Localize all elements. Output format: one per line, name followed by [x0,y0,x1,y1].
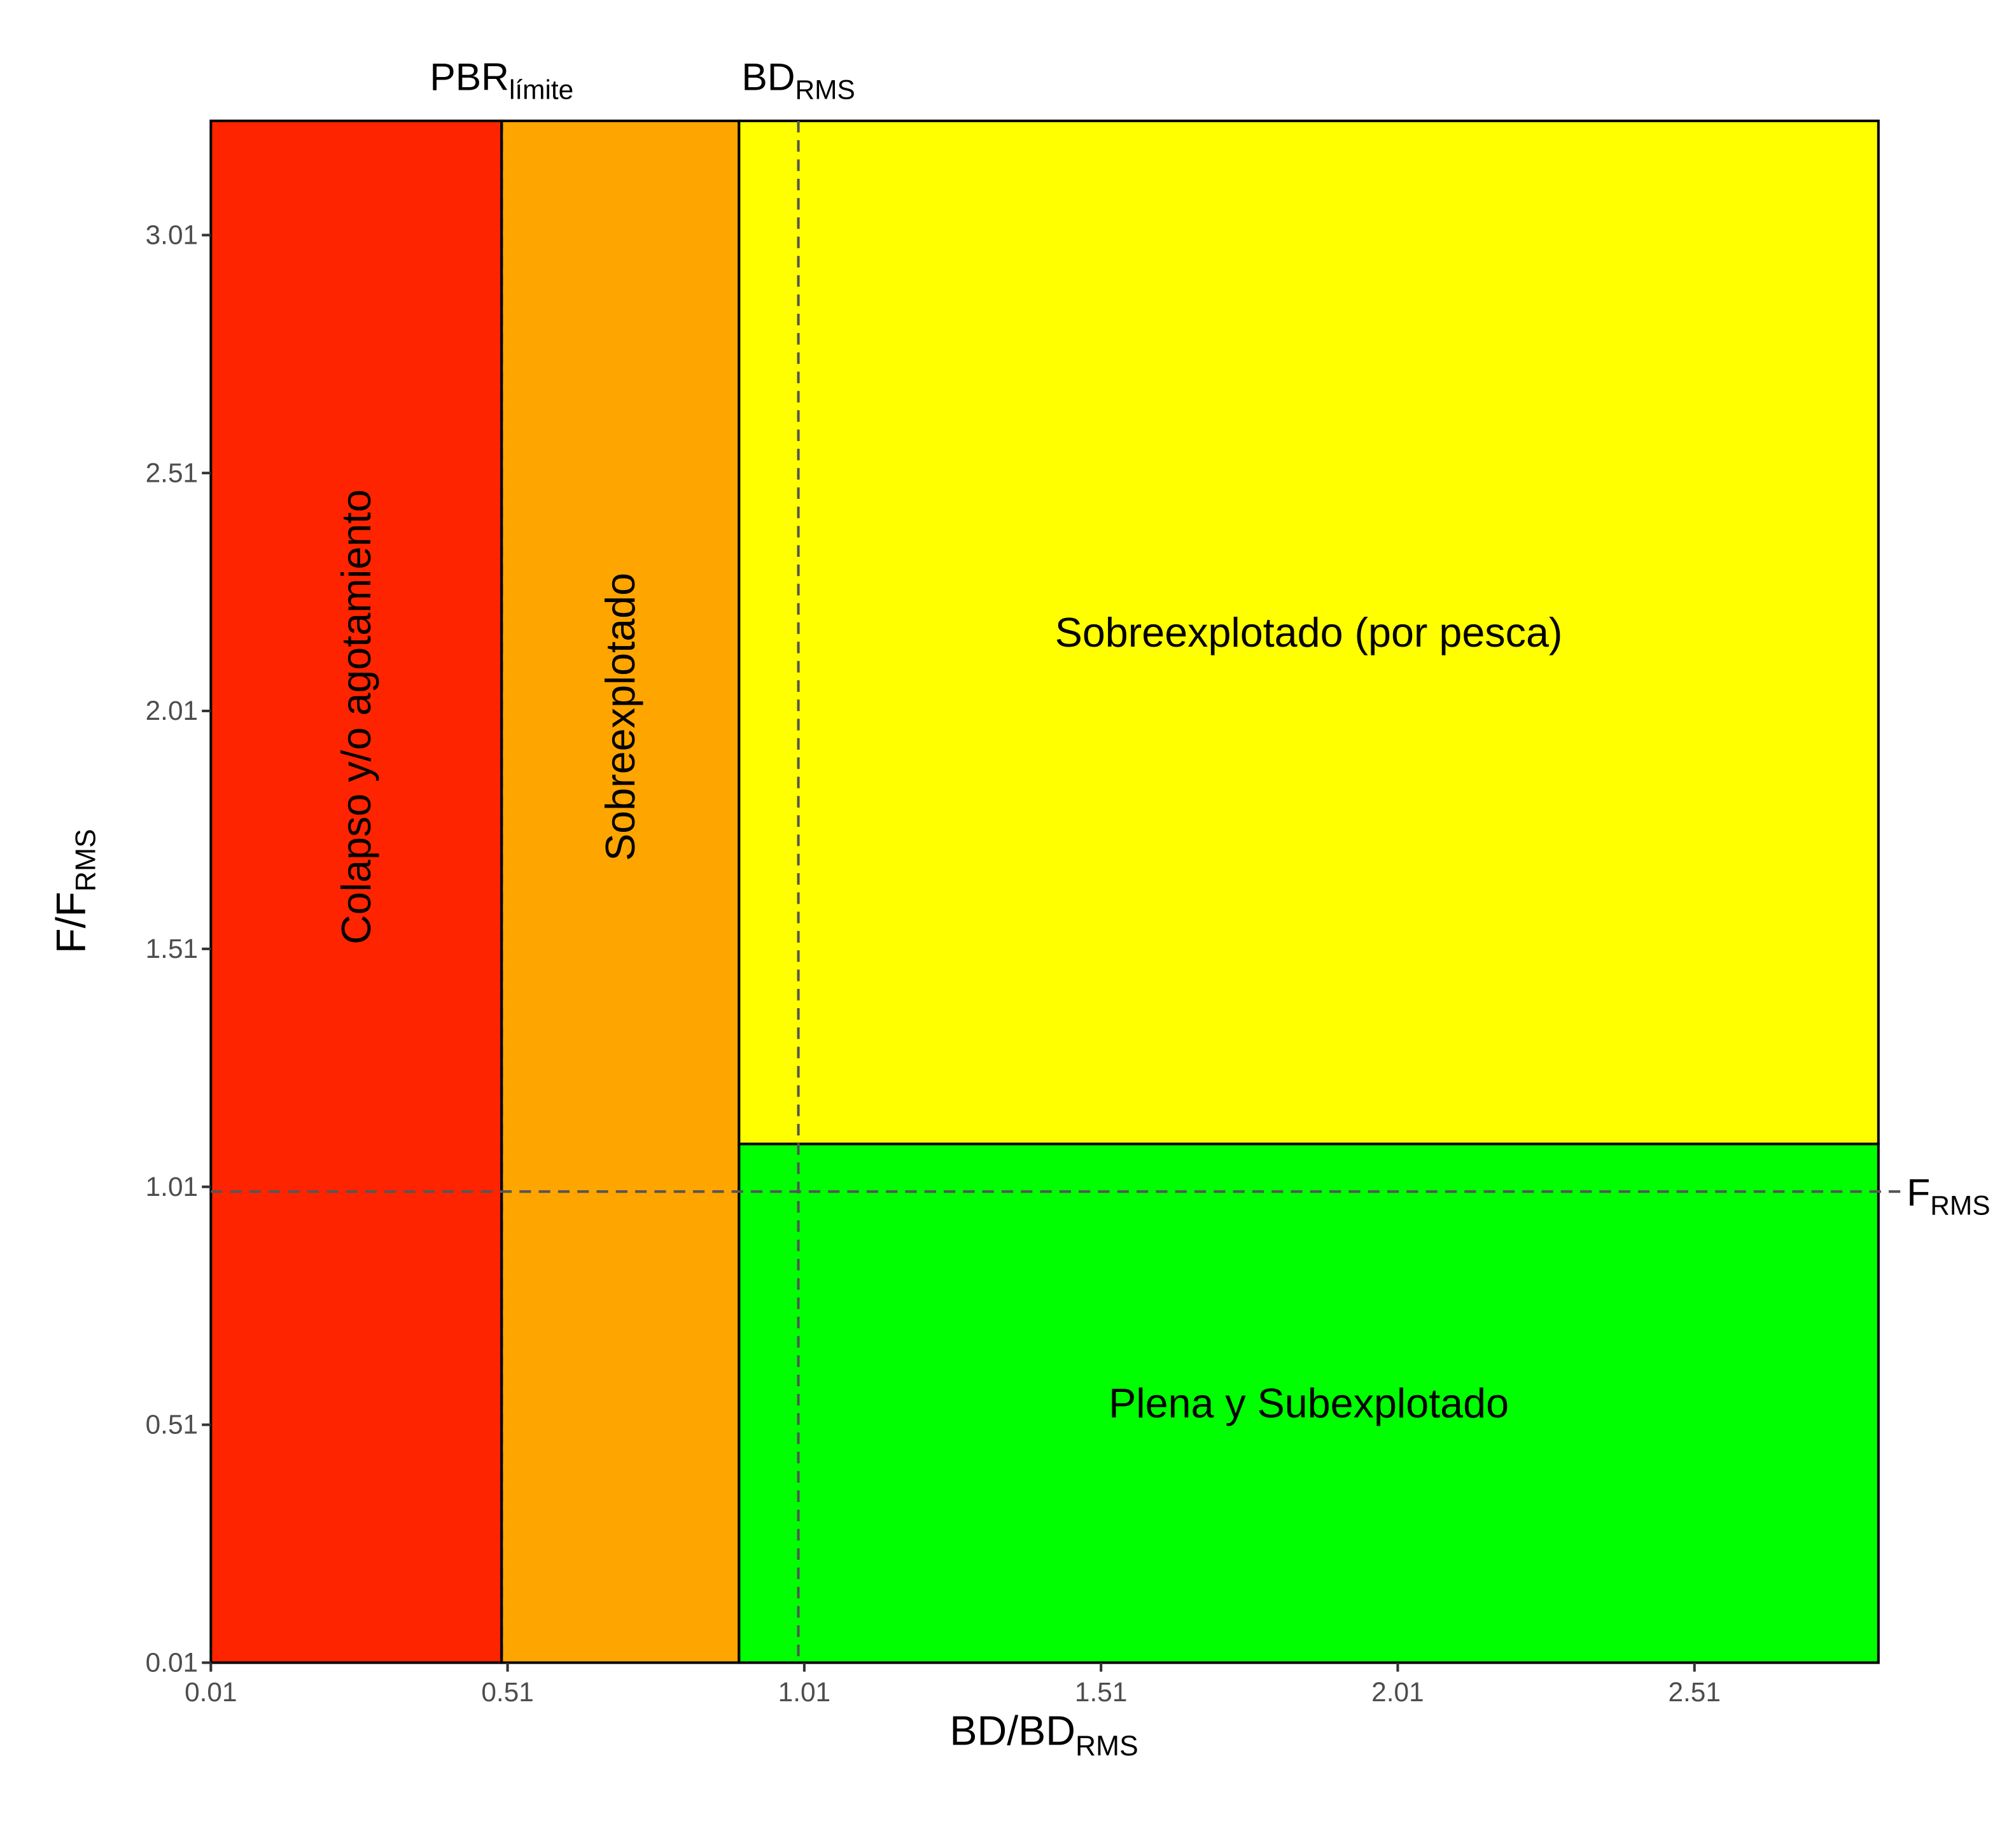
zone [500,119,741,1664]
reference-label-sub: RMS [795,75,855,105]
y-tick-label: 0.51 [146,1410,199,1440]
reference-label: PBRlímite [430,55,573,104]
reference-label-main: BD [741,55,795,98]
x-tick-label: 2.01 [1371,1677,1424,1707]
zone-label: Sobreexplotado [597,573,643,861]
x-tick-label: 1.01 [778,1677,831,1707]
reference-label-sub: límite [509,75,573,105]
zone-label: Plena y Subexplotado [1109,1380,1509,1426]
x-axis-title: BD/BDRMS [949,1708,1138,1762]
reference-label-main: F [1907,1170,1930,1214]
zone [209,119,503,1664]
x-axis-title-sub: RMS [1075,1731,1138,1762]
x-tick-label: 2.51 [1668,1677,1721,1707]
reference-label-main: PBR [430,55,509,98]
y-axis-title-sub: RMS [71,829,102,892]
zone-label: Sobreexplotado (por pesca) [1055,609,1563,656]
y-axis-title-main: F/F [47,892,94,953]
x-axis-title-main: BD/BD [949,1708,1075,1754]
x-tick-label: 0.51 [481,1677,534,1707]
zone-label: Colapso y/o agotamiento [333,489,379,945]
reference-label-sub: RMS [1930,1191,1990,1221]
y-tick-label: 1.51 [146,934,199,964]
y-tick-label: 2.01 [146,696,199,726]
zone [738,119,1880,1146]
x-tick-label: 1.51 [1075,1677,1128,1707]
y-tick-label: 2.51 [146,458,199,488]
reference-label: FRMS [1907,1170,1990,1220]
reference-label: BDRMS [741,55,855,104]
y-axis-title: F/FRMS [47,829,101,953]
y-tick-label: 1.01 [146,1172,199,1202]
y-tick-label: 3.01 [146,220,199,250]
zone [738,1142,1880,1664]
y-tick-label: 0.01 [146,1648,199,1678]
x-tick-label: 0.01 [185,1677,237,1707]
